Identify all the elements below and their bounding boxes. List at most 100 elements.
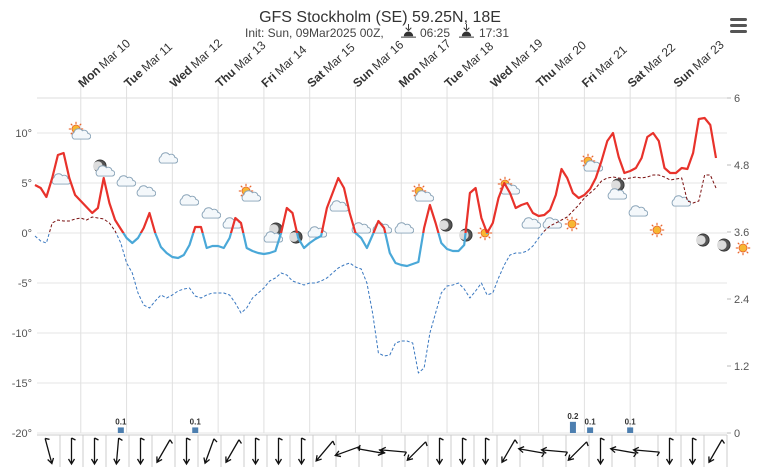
wind-arrow xyxy=(136,437,145,466)
wind-arrow xyxy=(596,437,605,466)
wind-arrow xyxy=(517,446,545,458)
wind-arrow xyxy=(540,446,569,457)
day-name: Thu xyxy=(213,65,239,90)
precip-label: 0.2 xyxy=(567,412,579,421)
wind-arrow xyxy=(481,437,490,466)
wind-arrow xyxy=(501,439,519,464)
menu-button[interactable] xyxy=(730,18,747,33)
day-label: SatMar 15 xyxy=(304,40,357,90)
wind-arrow xyxy=(156,439,174,464)
day-label: SatMar 22 xyxy=(625,40,678,90)
dewpoint-line xyxy=(34,174,717,374)
wind-arrow xyxy=(567,441,589,462)
y-tick-label: -10° xyxy=(12,328,32,340)
day-name: Mon xyxy=(75,63,103,90)
wind-arrow xyxy=(688,437,697,466)
wind-arrow xyxy=(458,437,467,466)
sun-icon xyxy=(735,240,751,256)
day-name: Wed xyxy=(167,63,195,90)
cloud-icon xyxy=(241,190,261,202)
day-date: Mar 21 xyxy=(593,42,630,78)
precip-bar xyxy=(627,427,634,433)
cloud-icon xyxy=(329,200,349,212)
day-date: Mar 15 xyxy=(320,40,357,76)
cloud-icon xyxy=(607,188,627,200)
day-date: Mar 12 xyxy=(188,36,225,72)
precip-label: 0.1 xyxy=(190,417,202,426)
sunset-time: 17:31 xyxy=(479,26,509,40)
chart-title: GFS Stockholm (SE) 59.25N, 18E xyxy=(259,9,501,26)
y-tick-label: 10° xyxy=(15,128,32,140)
wind-arrow xyxy=(357,444,385,456)
precip-label: 0.1 xyxy=(625,417,637,426)
sun-icon xyxy=(649,222,665,238)
day-date: Mar 16 xyxy=(369,37,406,73)
wind-arrow xyxy=(334,445,361,458)
cloud-icon xyxy=(521,217,541,229)
sun-icon xyxy=(564,216,580,232)
cloud-icon xyxy=(307,226,327,238)
wind-arrow xyxy=(225,439,243,464)
wind-arrow xyxy=(379,446,408,457)
precip-bar xyxy=(117,427,124,433)
wind-arrow xyxy=(90,437,99,466)
y2-tick-label: 4.8 xyxy=(734,160,749,172)
precip-label: 0.1 xyxy=(115,417,127,426)
day-date: Mar 20 xyxy=(552,38,589,74)
cloud-icon xyxy=(414,190,434,202)
wind-arrow xyxy=(297,437,306,466)
day-date: Mar 23 xyxy=(690,37,727,73)
precip-bar xyxy=(569,421,576,433)
y-tick-label: 0° xyxy=(21,228,32,240)
cloud-icon xyxy=(136,185,156,197)
wind-arrow xyxy=(406,441,428,462)
day-date: Mar 13 xyxy=(231,38,268,74)
y-tick-label: -20° xyxy=(12,428,32,440)
precip-bar xyxy=(192,427,199,433)
cloud-icon xyxy=(394,222,414,234)
y-tick-label: -5° xyxy=(18,278,32,290)
y-tick-label: 5° xyxy=(21,178,32,190)
day-name: Sun xyxy=(671,65,697,91)
moon-icon xyxy=(439,218,453,232)
y2-tick-label: 3.6 xyxy=(734,227,749,239)
cloud-icon xyxy=(671,195,691,207)
wind-arrow xyxy=(609,446,637,458)
moon-icon xyxy=(717,238,731,252)
init-text: Init: Sun, 09Mar2025 00Z, xyxy=(245,26,384,40)
wind-arrow xyxy=(708,439,726,464)
y-tick-label: -15° xyxy=(12,378,32,390)
wind-arrow xyxy=(251,437,260,466)
day-date: Mar 19 xyxy=(508,36,545,72)
cloud-icon xyxy=(158,152,178,164)
y2-tick-label: 1.2 xyxy=(734,361,749,373)
day-date: Mar 18 xyxy=(459,39,496,75)
day-name: Thu xyxy=(533,65,559,90)
wind-arrow xyxy=(315,440,336,462)
wind-arrow xyxy=(632,446,661,457)
cloud-icon xyxy=(95,165,115,177)
day-label: SunMar 23 xyxy=(671,37,727,90)
temperature-line xyxy=(34,116,718,268)
cloud-icon xyxy=(179,194,199,206)
sunrise-time: 06:25 xyxy=(420,26,450,40)
cloud-icon xyxy=(116,175,136,187)
wind-arrow xyxy=(113,437,123,466)
precip-label: 0.1 xyxy=(585,417,597,426)
precip-bar xyxy=(587,427,594,433)
wind-arrow xyxy=(44,437,55,465)
wind-arrow xyxy=(665,437,674,466)
wind-arrow xyxy=(67,437,76,466)
wind-arrow xyxy=(182,437,191,466)
wind-arrow xyxy=(435,437,444,466)
day-name: Mon xyxy=(396,63,424,90)
y2-tick-label: 6 xyxy=(734,93,740,105)
moon-icon xyxy=(696,233,710,247)
day-name: Wed xyxy=(487,63,515,90)
y2-tick-label: 0 xyxy=(734,428,740,440)
day-date: Mar 10 xyxy=(96,36,133,72)
day-date: Mar 17 xyxy=(416,36,453,72)
wind-arrow xyxy=(203,438,218,465)
